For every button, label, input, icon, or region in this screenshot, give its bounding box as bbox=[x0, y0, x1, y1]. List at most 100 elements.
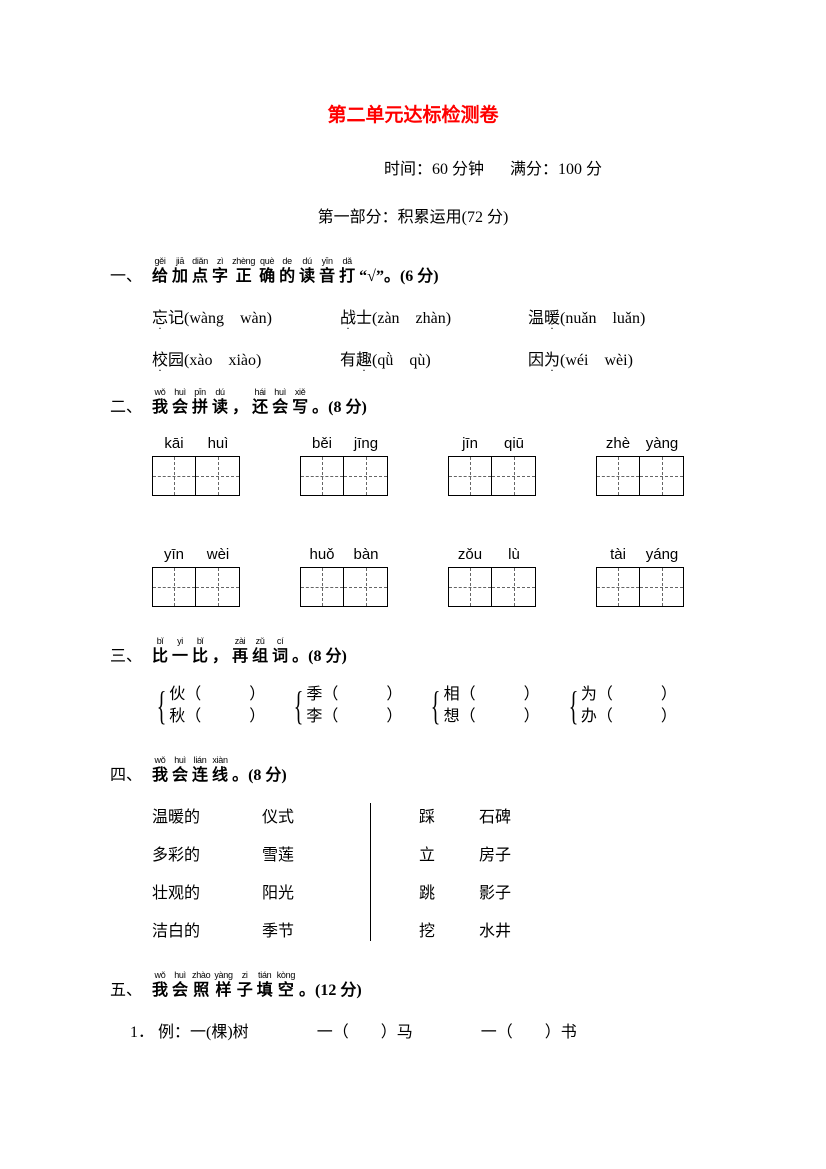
ruby-char: xiě写 bbox=[292, 388, 308, 417]
q2-heading: 二、 wǒ我huì会pīn拼dú读，hái还huì会xiě写。(8 分) bbox=[110, 388, 716, 417]
meta-row: 时间：60 分钟 满分：100 分 bbox=[110, 155, 716, 179]
q4-right-noun: 水井 bbox=[479, 917, 549, 941]
q3-tail: 。(8 分) bbox=[292, 648, 347, 665]
tianzige-box bbox=[448, 567, 492, 607]
q4-right-verb: 踩 bbox=[419, 803, 479, 827]
ruby-char: zài再 bbox=[232, 637, 248, 666]
q5-item2: 一（ ）书 bbox=[481, 1024, 577, 1041]
q5-idx: 1． bbox=[130, 1024, 154, 1041]
ruby-char: yi一 bbox=[172, 637, 188, 666]
ruby-char: huì会 bbox=[172, 756, 188, 785]
q4-match: 温暖的多彩的壮观的洁白的 仪式雪莲阳光季节 踩立跳挖 石碑房子影子水井 bbox=[152, 803, 716, 941]
tianzige-box bbox=[196, 456, 240, 496]
ruby-char: tián填 bbox=[257, 971, 273, 1000]
ruby-char: dú读 bbox=[299, 257, 315, 286]
q4-left-adj: 温暖的 bbox=[152, 803, 262, 827]
tianzige-box bbox=[300, 567, 344, 607]
q5-item1: 一（ ）马 bbox=[317, 1024, 413, 1041]
tianzige-box bbox=[640, 567, 684, 607]
q4-left-noun: 仪式 bbox=[262, 803, 332, 827]
time-label: 时间： bbox=[384, 161, 432, 178]
q1-item: 有趣(qǜ qù) bbox=[340, 346, 528, 370]
q5-heading: 五、 wǒ我huì会zhào照yàng样zi子tián填kòng空。(12 分) bbox=[110, 971, 716, 1000]
ruby-char: pīn拼 bbox=[192, 388, 208, 417]
ruby-char: de的 bbox=[279, 257, 295, 286]
tianzige-box bbox=[344, 567, 388, 607]
q4-right-verb: 跳 bbox=[419, 879, 479, 903]
q4-left-noun: 阳光 bbox=[262, 879, 332, 903]
q3-heading: 三、 bǐ比yi一bǐ比，zài再zǔ组cí词。(8 分) bbox=[110, 637, 716, 666]
q4-left-adj: 壮观的 bbox=[152, 879, 262, 903]
q4-num: 四、 bbox=[110, 761, 152, 785]
ruby-char: bǐ比 bbox=[192, 637, 208, 666]
ruby-char: wǒ我 bbox=[152, 756, 168, 785]
q2-cell: jīnqiū bbox=[448, 435, 536, 496]
tianzige-box bbox=[596, 567, 640, 607]
tianzige-box bbox=[640, 456, 684, 496]
ruby-char: yīn音 bbox=[319, 257, 335, 286]
score-value: 100 分 bbox=[558, 161, 602, 178]
q4-right-verb: 挖 bbox=[419, 917, 479, 941]
ruby-char: què确 bbox=[259, 257, 275, 286]
q2-cell: běijīng bbox=[300, 435, 388, 496]
ruby-char: zǔ组 bbox=[252, 637, 268, 666]
q2-cell: huǒbàn bbox=[300, 546, 388, 607]
ruby-char: wǒ我 bbox=[152, 971, 168, 1000]
tianzige-box bbox=[492, 567, 536, 607]
q2-cell: tàiyáng bbox=[596, 546, 684, 607]
ruby-char: xiàn线 bbox=[212, 756, 228, 785]
q1-item: 战士(zàn zhàn) bbox=[340, 304, 528, 328]
q2-tail: 。(8 分) bbox=[312, 399, 367, 416]
q3-groups: {伙（ ）秋（ ）{季（ ）李（ ）{相（ ）想（ ）{为（ ）办（ ） bbox=[152, 684, 716, 728]
ruby-char: gěi给 bbox=[152, 257, 168, 286]
tianzige-box bbox=[196, 567, 240, 607]
q2-cell: zǒulù bbox=[448, 546, 536, 607]
q5-num: 五、 bbox=[110, 976, 152, 1000]
q4-heading: 四、 wǒ我huì会lián连xiàn线。(8 分) bbox=[110, 756, 716, 785]
ruby-char: dǎ打 bbox=[339, 257, 355, 286]
q2-num: 二、 bbox=[110, 393, 152, 417]
tianzige-box bbox=[492, 456, 536, 496]
q4-right-verb: 立 bbox=[419, 841, 479, 865]
q5-line1: 1． 例：一(棵)树 一（ ）马 一（ ）书 bbox=[130, 1018, 716, 1042]
q5-tail: 。(12 分) bbox=[299, 982, 362, 999]
q4-divider bbox=[370, 803, 371, 941]
q1-items: 忘记(wàng wàn)战士(zàn zhàn)温暖(nuǎn luǎn) 校园(… bbox=[152, 304, 716, 370]
q2-cell: kāihuì bbox=[152, 435, 240, 496]
q3-group: {伙（ ）秋（ ） bbox=[152, 684, 265, 728]
ruby-char: wǒ我 bbox=[152, 388, 168, 417]
ruby-char: diǎn点 bbox=[192, 257, 208, 286]
tianzige-box bbox=[152, 567, 196, 607]
q4-left-noun: 雪莲 bbox=[262, 841, 332, 865]
q4-tail: 。(8 分) bbox=[232, 767, 287, 784]
q1-item: 因为(wéi wèi) bbox=[528, 346, 716, 370]
q5-example: 例：一(棵)树 bbox=[158, 1024, 249, 1041]
q4-right-noun: 影子 bbox=[479, 879, 549, 903]
q3-num: 三、 bbox=[110, 642, 152, 666]
ruby-char: zhèng正 bbox=[232, 257, 255, 286]
q1-tail: “√”。(6 分) bbox=[359, 268, 438, 285]
q2-cell: yīnwèi bbox=[152, 546, 240, 607]
ruby-char: bǐ比 bbox=[152, 637, 168, 666]
ruby-char: cí词 bbox=[272, 637, 288, 666]
ruby-char: huì会 bbox=[172, 971, 188, 1000]
q3-group: {相（ ）想（ ） bbox=[426, 684, 539, 728]
tianzige-box bbox=[300, 456, 344, 496]
q3-group: {季（ ）李（ ） bbox=[289, 684, 402, 728]
q1-item: 校园(xào xiào) bbox=[152, 346, 340, 370]
q1-num: 一、 bbox=[110, 262, 152, 286]
q1-item: 忘记(wàng wàn) bbox=[152, 304, 340, 328]
q1-item: 温暖(nuǎn luǎn) bbox=[528, 304, 716, 328]
ruby-char: jiā加 bbox=[172, 257, 188, 286]
q4-left-adj: 洁白的 bbox=[152, 917, 262, 941]
tianzige-box bbox=[596, 456, 640, 496]
q5-body: 1． 例：一(棵)树 一（ ）马 一（ ）书 bbox=[130, 1018, 716, 1042]
q4-right-noun: 石碑 bbox=[479, 803, 549, 827]
q2-cell: zhèyàng bbox=[596, 435, 684, 496]
tianzige-box bbox=[152, 456, 196, 496]
q1-heading: 一、 gěi给jiā加diǎn点zì字zhèng正què确de的dú读yīn音d… bbox=[110, 257, 716, 286]
ruby-char: zhào照 bbox=[192, 971, 210, 1000]
part-label: 第一部分：积累运用(72 分) bbox=[110, 203, 716, 227]
ruby-char: dú读 bbox=[212, 388, 228, 417]
ruby-char: huì会 bbox=[172, 388, 188, 417]
